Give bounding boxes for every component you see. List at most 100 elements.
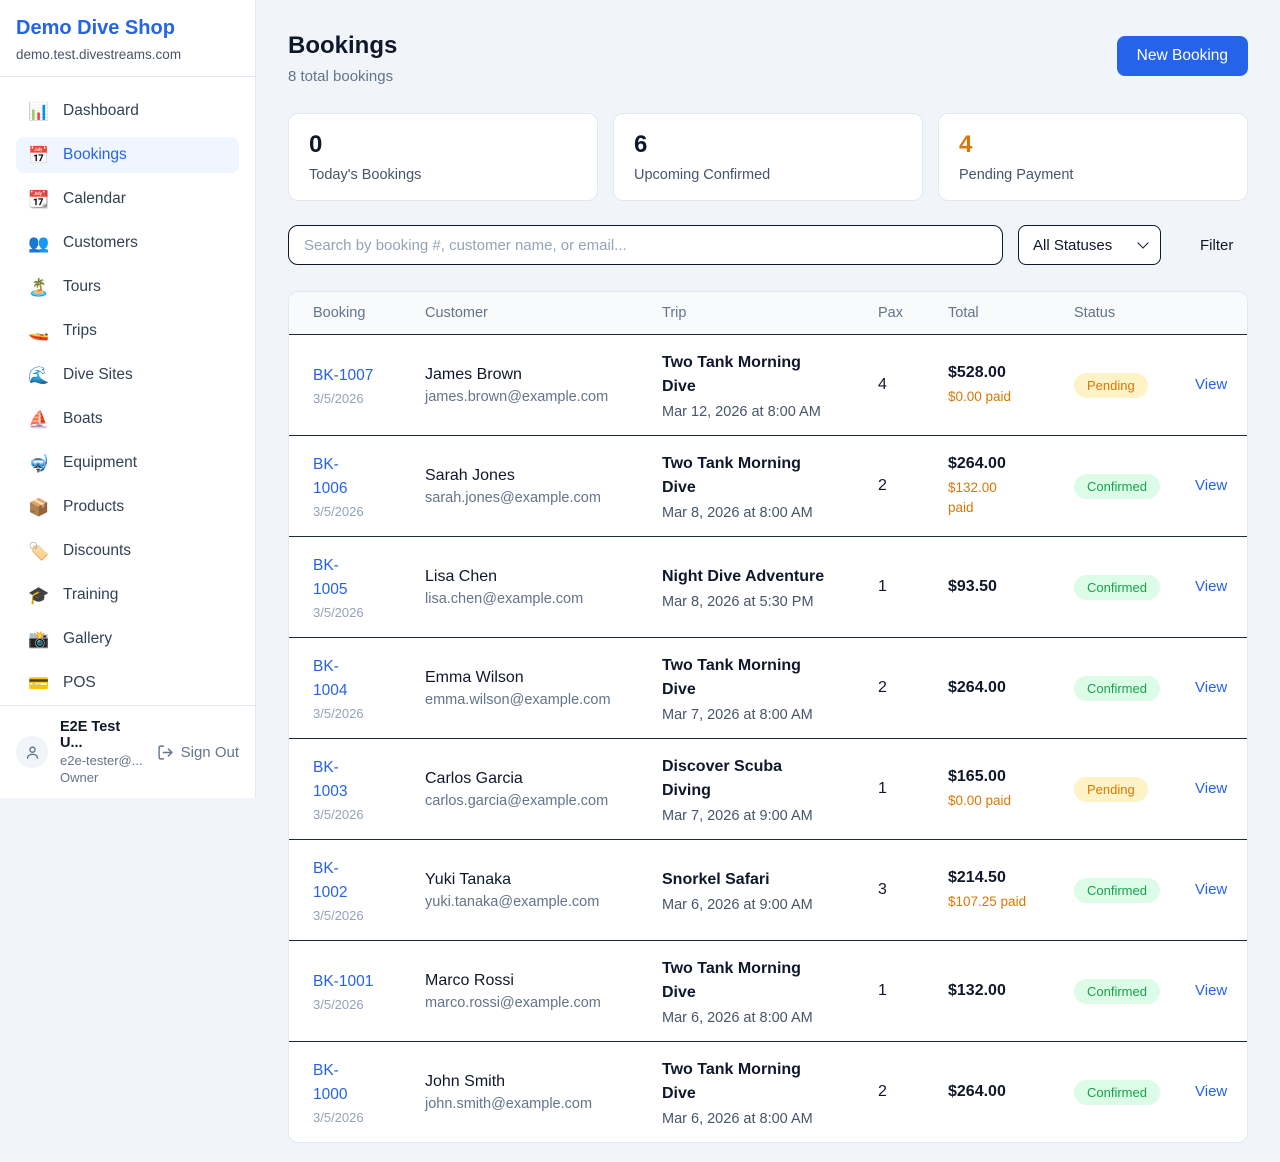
sidebar-item-tours[interactable]: 🏝️ Tours [16,269,239,305]
sidebar-item-calendar[interactable]: 📆 Calendar [16,181,239,217]
trip-datetime: Mar 8, 2026 at 5:30 PM [662,593,814,610]
sidebar-header: Demo Dive Shop demo.test.divestreams.com [0,0,255,77]
booking-date: 3/5/2026 [313,706,364,722]
avatar [16,736,48,768]
booking-id-link[interactable]: BK- 1000 [313,1061,348,1103]
view-link[interactable]: View [1195,578,1228,595]
booking-id-link[interactable]: BK-1001 [313,972,374,990]
sidebar-item-label: Products [63,498,125,515]
trip-name: Two Tank Morning Dive [662,454,801,496]
sidebar-item-label: Boats [63,410,103,427]
pax-count: 2 [878,477,887,494]
status-select[interactable]: All Statuses [1018,225,1161,265]
view-link[interactable]: View [1195,982,1228,999]
brand-domain: demo.test.divestreams.com [16,47,182,62]
status-badge: Pending [1074,776,1148,802]
view-link[interactable]: View [1195,881,1228,898]
nav-icon: 🌊 [28,365,50,385]
column-header-status: Status [1074,305,1116,321]
nav-icon: 👥 [28,233,50,253]
sidebar-item-training[interactable]: 🎓 Training [16,577,239,613]
sidebar-item-discounts[interactable]: 🏷️ Discounts [16,533,239,569]
stat-label: Today's Bookings [309,166,422,183]
status-badge: Confirmed [1074,978,1160,1004]
trip-name: Two Tank Morning Dive [662,1060,801,1102]
sidebar-item-pos[interactable]: 💳 POS [16,665,239,701]
sidebar-item-bookings[interactable]: 📅 Bookings [16,137,239,173]
table-row: BK- 1000 3/5/2026 John Smith john.smith@… [289,1042,1247,1142]
trip-datetime: Mar 7, 2026 at 8:00 AM [662,706,813,723]
stat-card-today-s-bookings: 0 Today's Bookings [288,113,598,201]
customer-name: Marco Rossi [425,971,514,989]
sidebar-user-panel: E2E Test U... e2e-tester@... Owner Sign … [0,705,255,798]
table-body: BK-1007 3/5/2026 James Brown james.brown… [289,335,1247,1142]
booking-date: 3/5/2026 [313,504,364,520]
paid-amount: $0.00 paid [948,388,1012,404]
booking-date: 3/5/2026 [313,391,364,406]
nav-icon: 📦 [28,497,50,517]
booking-id-link[interactable]: BK- 1006 [313,455,348,497]
search-input[interactable] [288,225,1003,265]
booking-id-link[interactable]: BK- 1003 [313,758,348,800]
filter-button[interactable]: Filter [1194,236,1239,255]
sidebar-nav: 📊 Dashboard 📅 Bookings 📆 Calendar 👥 Cust… [0,77,255,717]
sidebar-item-boats[interactable]: ⛵ Boats [16,401,239,437]
customer-name: Carlos Garcia [425,769,523,787]
sidebar-item-products[interactable]: 📦 Products [16,489,239,525]
sign-out-button[interactable]: Sign Out [157,744,239,761]
stat-value: 6 [634,131,648,158]
total-amount: $528.00 [948,363,1006,381]
booking-id-link[interactable]: BK- 1004 [313,657,348,699]
column-header-trip: Trip [662,305,687,321]
user-icon [26,745,38,759]
stat-value: 0 [309,131,323,158]
sidebar-item-customers[interactable]: 👥 Customers [16,225,239,261]
sidebar-item-trips[interactable]: 🚤 Trips [16,313,239,349]
booking-id-link[interactable]: BK- 1002 [313,859,348,901]
nav-icon: 🎓 [28,585,50,605]
stat-value: 4 [959,131,973,158]
pax-count: 1 [878,982,887,999]
brand-title[interactable]: Demo Dive Shop [16,17,175,39]
trip-name: Two Tank Morning Dive [662,353,801,395]
table-row: BK- 1003 3/5/2026 Carlos Garcia carlos.g… [289,739,1247,840]
total-amount: $165.00 [948,767,1006,785]
total-amount: $264.00 [948,679,1006,696]
customer-name: Sarah Jones [425,466,515,484]
booking-date: 3/5/2026 [313,605,364,621]
table-row: BK-1001 3/5/2026 Marco Rossi marco.rossi… [289,941,1247,1042]
status-badge: Confirmed [1074,574,1160,600]
view-link[interactable]: View [1195,780,1228,797]
total-amount: $132.00 [948,982,1006,999]
booking-id-link[interactable]: BK- 1005 [313,556,348,598]
user-role: Owner [60,770,99,785]
booking-id-link[interactable]: BK-1007 [313,366,374,384]
logout-icon [158,744,173,760]
customer-name: Emma Wilson [425,668,524,686]
sidebar-item-label: Trips [63,322,97,339]
view-link[interactable]: View [1195,1083,1228,1100]
main-content: Bookings 8 total bookings New Booking 0 … [256,0,1280,1143]
sidebar-item-dive-sites[interactable]: 🌊 Dive Sites [16,357,239,393]
view-link[interactable]: View [1195,679,1228,696]
trip-name: Night Dive Adventure [662,567,825,585]
view-link[interactable]: View [1195,477,1228,494]
status-badge: Pending [1074,372,1148,398]
sidebar-item-equipment[interactable]: 🤿 Equipment [16,445,239,481]
paid-amount: $132.00 paid [948,479,997,515]
sidebar-item-label: POS [63,674,96,691]
table-row: BK-1007 3/5/2026 James Brown james.brown… [289,335,1247,436]
nav-icon: 🏝️ [28,277,50,297]
customer-email: lisa.chen@example.com [425,590,584,607]
sidebar-item-label: Training [63,586,119,603]
sidebar-item-label: Gallery [63,630,113,647]
table-header: Booking Customer Trip Pax Total Status [289,292,1247,335]
sidebar-item-gallery[interactable]: 📸 Gallery [16,621,239,657]
new-booking-button[interactable]: New Booking [1116,36,1248,76]
view-link[interactable]: View [1195,376,1228,393]
nav-icon: 📅 [28,145,50,165]
sidebar-item-dashboard[interactable]: 📊 Dashboard [16,93,239,129]
status-badge: Confirmed [1074,675,1160,701]
total-amount: $214.50 [948,868,1006,886]
